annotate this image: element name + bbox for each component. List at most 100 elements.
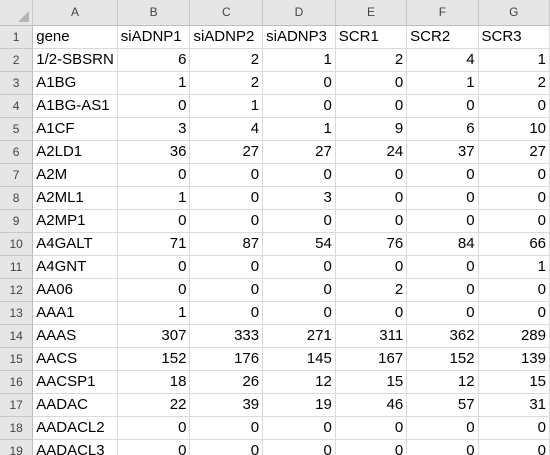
cell-c[interactable]: 26 — [189, 370, 264, 394]
cell-a[interactable]: 1/2-SBSRN — [32, 48, 118, 72]
cell-e[interactable]: 46 — [335, 393, 408, 417]
cell-b[interactable]: 0 — [117, 439, 191, 455]
cell-g[interactable]: 27 — [478, 140, 550, 164]
cell-g[interactable]: 15 — [478, 370, 550, 394]
cell-b[interactable]: 3 — [117, 117, 191, 141]
row-header[interactable]: 3 — [0, 71, 34, 95]
cell-a[interactable]: AA06 — [32, 278, 118, 302]
cell-e[interactable]: 167 — [335, 347, 408, 371]
row-header[interactable]: 19 — [0, 439, 34, 455]
cell-c[interactable]: 0 — [189, 209, 264, 233]
cell-c[interactable]: 0 — [189, 416, 264, 440]
row-header[interactable]: 18 — [0, 416, 34, 440]
cell-b[interactable]: 0 — [117, 163, 191, 187]
row-header[interactable]: 10 — [0, 232, 34, 256]
cell-d[interactable]: 0 — [262, 439, 336, 455]
cell-c[interactable]: 0 — [189, 439, 264, 455]
cell-d[interactable]: 3 — [262, 186, 336, 210]
cell-e[interactable]: 2 — [335, 48, 408, 72]
cell-g[interactable]: 0 — [478, 163, 550, 187]
cell-g[interactable]: 0 — [478, 278, 550, 302]
cell-c[interactable]: 0 — [189, 278, 264, 302]
cell-f[interactable]: 0 — [406, 94, 479, 118]
cell-b[interactable]: 152 — [117, 347, 191, 371]
cell-b[interactable]: 0 — [117, 278, 191, 302]
cell-g[interactable]: 139 — [478, 347, 550, 371]
cell-e[interactable]: 15 — [335, 370, 408, 394]
cell-d[interactable]: 0 — [262, 301, 336, 325]
cell-b[interactable]: 307 — [117, 324, 191, 348]
cell-b[interactable]: 0 — [117, 416, 191, 440]
cell-d[interactable]: 54 — [262, 232, 336, 256]
row-header[interactable]: 4 — [0, 94, 34, 118]
cell-f[interactable]: 0 — [406, 163, 479, 187]
cell-c[interactable]: 4 — [189, 117, 264, 141]
cell-g[interactable]: 0 — [478, 416, 550, 440]
cell-d[interactable]: 0 — [262, 209, 336, 233]
cell-e[interactable]: 0 — [335, 255, 408, 279]
cell-g[interactable]: 0 — [478, 301, 550, 325]
cell-a[interactable]: A2M — [32, 163, 118, 187]
cell-a[interactable]: A2MP1 — [32, 209, 118, 233]
cell-e[interactable]: 2 — [335, 278, 408, 302]
cell-b[interactable]: 22 — [117, 393, 191, 417]
column-header-f[interactable]: F — [406, 0, 479, 26]
cell-e[interactable]: 0 — [335, 209, 408, 233]
cell-b[interactable]: 0 — [117, 94, 191, 118]
cell-d[interactable]: 0 — [262, 255, 336, 279]
row-header[interactable]: 8 — [0, 186, 34, 210]
cell-e[interactable]: 9 — [335, 117, 408, 141]
cell-f[interactable]: 0 — [406, 301, 479, 325]
cell-c[interactable]: 2 — [189, 71, 264, 95]
cell-c[interactable]: 39 — [189, 393, 264, 417]
cell-a[interactable]: A1BG-AS1 — [32, 94, 118, 118]
cell-e[interactable]: 0 — [335, 301, 408, 325]
row-header[interactable]: 2 — [0, 48, 34, 72]
cell-c[interactable]: 27 — [189, 140, 264, 164]
cell-d[interactable]: 19 — [262, 393, 336, 417]
column-header-c[interactable]: C — [189, 0, 264, 26]
cell-b[interactable]: 0 — [117, 209, 191, 233]
cell-a[interactable]: A4GNT — [32, 255, 118, 279]
cell-d[interactable]: 12 — [262, 370, 336, 394]
cell-g[interactable]: 0 — [478, 439, 550, 455]
cell-e[interactable]: 311 — [335, 324, 408, 348]
cell-f[interactable]: 0 — [406, 209, 479, 233]
cell-a[interactable]: A4GALT — [32, 232, 118, 256]
column-header-g[interactable]: G — [478, 0, 550, 26]
cell-e[interactable]: 0 — [335, 439, 408, 455]
cell-d[interactable]: 0 — [262, 416, 336, 440]
cell-g[interactable]: 289 — [478, 324, 550, 348]
cell-e[interactable]: 0 — [335, 416, 408, 440]
cell-a[interactable]: AADACL3 — [32, 439, 118, 455]
row-header[interactable]: 16 — [0, 370, 34, 394]
cell-b[interactable]: siADNP1 — [117, 25, 191, 49]
row-header[interactable]: 9 — [0, 209, 34, 233]
cell-a[interactable]: A1CF — [32, 117, 118, 141]
cell-g[interactable]: SCR3 — [478, 25, 550, 49]
cell-d[interactable]: 271 — [262, 324, 336, 348]
cell-g[interactable]: 0 — [478, 186, 550, 210]
cell-c[interactable]: 333 — [189, 324, 264, 348]
row-header[interactable]: 11 — [0, 255, 34, 279]
cell-f[interactable]: 1 — [406, 71, 479, 95]
row-header[interactable]: 12 — [0, 278, 34, 302]
cell-d[interactable]: siADNP3 — [262, 25, 336, 49]
cell-e[interactable]: 0 — [335, 94, 408, 118]
cell-g[interactable]: 0 — [478, 209, 550, 233]
column-header-d[interactable]: D — [262, 0, 336, 26]
cell-d[interactable]: 0 — [262, 278, 336, 302]
cell-f[interactable]: 0 — [406, 416, 479, 440]
cell-g[interactable]: 66 — [478, 232, 550, 256]
column-header-b[interactable]: B — [117, 0, 191, 26]
row-header[interactable]: 7 — [0, 163, 34, 187]
row-header[interactable]: 14 — [0, 324, 34, 348]
cell-b[interactable]: 0 — [117, 255, 191, 279]
cell-a[interactable]: AADAC — [32, 393, 118, 417]
cell-g[interactable]: 31 — [478, 393, 550, 417]
cell-d[interactable]: 27 — [262, 140, 336, 164]
cell-b[interactable]: 1 — [117, 301, 191, 325]
cell-f[interactable]: 37 — [406, 140, 479, 164]
cell-e[interactable]: 0 — [335, 163, 408, 187]
